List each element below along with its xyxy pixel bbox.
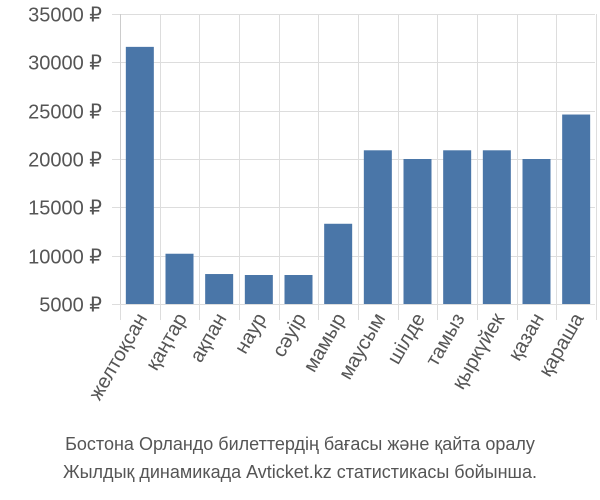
x-tick-label: желтоқсан (85, 310, 152, 405)
caption-line-2: Жылдық динамикада Avticket.kz статистика… (63, 462, 537, 482)
bar-11 (522, 159, 551, 304)
y-tick-label: 20000 ₽ (28, 150, 102, 172)
caption-line-1: Бостона Орландо билеттердің бағасы және … (65, 434, 535, 454)
y-tick-label: 10000 ₽ (28, 247, 102, 269)
x-tick-label: ақпан (186, 310, 231, 367)
bar-10 (482, 150, 511, 304)
y-tick-label: 5000 ₽ (39, 295, 102, 317)
bar-4 (244, 275, 273, 304)
bar-12 (562, 114, 591, 305)
bars (125, 46, 591, 305)
y-tick-label: 15000 ₽ (28, 198, 102, 220)
y-tick-label: 35000 ₽ (28, 5, 102, 27)
bar-8 (403, 159, 432, 304)
bar-9 (443, 150, 472, 304)
bar-7 (363, 150, 392, 304)
y-tick-label: 25000 ₽ (28, 102, 102, 124)
y-tick-labels: 5000 ₽ 10000 ₽ 15000 ₽ 20000 ₽ 25000 ₽ 30000 … (28, 5, 102, 317)
bar-5 (284, 275, 313, 304)
bar-chart: 5000 ₽ 10000 ₽ 15000 ₽ 20000 ₽ 25000 ₽ 30000 … (28, 5, 597, 404)
grid-lines (112, 14, 597, 320)
bar-3 (205, 274, 234, 304)
bar-6 (324, 223, 353, 304)
y-tick-label: 30000 ₽ (28, 53, 102, 75)
bar-1 (125, 46, 154, 304)
x-tick-label: сәуір (268, 310, 310, 361)
bar-2 (165, 253, 194, 304)
x-tick-label: наур (231, 310, 271, 358)
